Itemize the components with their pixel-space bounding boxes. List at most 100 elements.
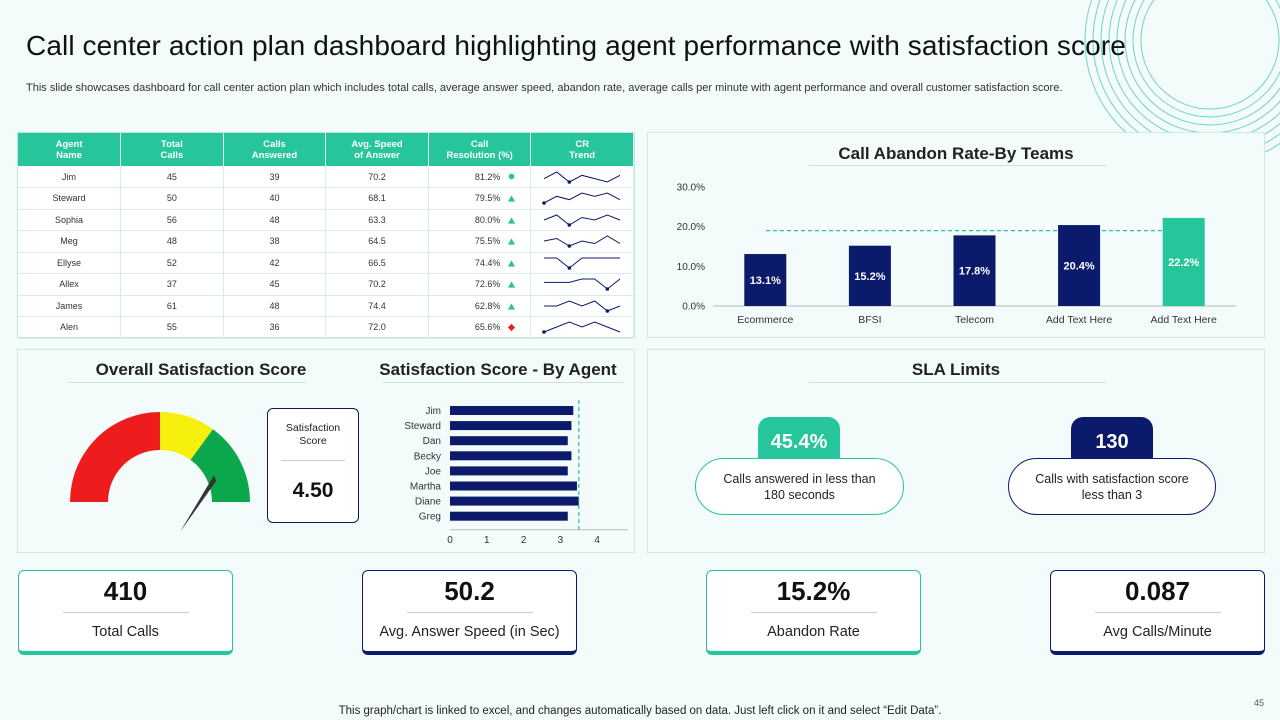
cell-speed-value: 70.2 xyxy=(368,279,386,290)
table-row: Alen 55 36 72.0 65.6% xyxy=(18,316,634,339)
cell-total-value: 37 xyxy=(166,279,177,290)
sparkline xyxy=(544,278,621,292)
category-label: BFSI xyxy=(858,314,881,326)
cell-answered-value: 36 xyxy=(269,322,280,333)
sparkline-path xyxy=(544,300,621,312)
cell-name-value: Sophia xyxy=(55,214,84,225)
sla-low-satisfaction-text: Calls with satisfaction score less than … xyxy=(1008,458,1216,515)
cell-name-value: Ellyse xyxy=(57,257,82,268)
cell-resolution-value: 72.6% xyxy=(474,279,501,290)
sparkline-marker xyxy=(605,308,610,313)
table-row: Meg 48 38 64.5 75.5% xyxy=(18,230,634,253)
sparkline-marker xyxy=(567,179,572,184)
category-label: Becky xyxy=(414,451,441,462)
category-label: Telecom xyxy=(955,314,994,326)
y-tick-label: 20.0% xyxy=(677,222,705,233)
table-header[interactable]: Avg. Speed of Answer xyxy=(325,133,429,166)
cell-speed: 64.5 xyxy=(325,230,429,253)
sparkline xyxy=(542,192,621,206)
category-label: Greg xyxy=(419,512,441,523)
cell-resolution-value: 80.0% xyxy=(474,214,501,225)
cell-total-value: 61 xyxy=(166,300,177,311)
cell-name-value: Alen xyxy=(60,322,79,333)
kpi-abandon-rate: 15.2% Abandon Rate xyxy=(706,570,921,655)
cell-name: Steward xyxy=(18,187,122,210)
cell-resolution-value: 65.6% xyxy=(474,322,501,333)
cell-total-value: 45 xyxy=(166,171,177,182)
agent-satisfaction-chart: 012345JimStewardDanBeckyJoeMarthaDianeGr… xyxy=(404,400,628,546)
footer-note: This graph/chart is linked to excel, and… xyxy=(338,705,942,717)
y-tick-label: 30.0% xyxy=(677,183,705,194)
sparkline-path xyxy=(544,321,621,333)
cell-speed: 66.5 xyxy=(325,252,429,274)
cell-name-value: Jim xyxy=(62,171,77,182)
cell-answered: 39 xyxy=(223,166,327,188)
kpi-value: 410 xyxy=(103,576,148,606)
cell-trend xyxy=(530,295,634,317)
bar xyxy=(450,451,572,461)
table-row: Allex 37 45 70.2 72.6% xyxy=(18,273,634,296)
cell-answered: 42 xyxy=(223,252,327,274)
bar xyxy=(450,436,568,446)
table-row: Jim 45 39 70.2 81.2% xyxy=(18,166,634,188)
cell-resolution-value: 75.5% xyxy=(474,236,501,247)
category-label: Dan xyxy=(423,436,441,447)
cell-speed: 74.4 xyxy=(325,295,429,317)
cell-answered: 40 xyxy=(223,187,327,210)
table-header[interactable]: CR Trend xyxy=(530,133,634,166)
page-subtitle: This slide showcases dashboard for call … xyxy=(26,82,1063,94)
satisfaction-gauge xyxy=(70,412,250,532)
cell-speed: 68.1 xyxy=(325,187,429,210)
y-tick-label: 10.0% xyxy=(677,262,705,273)
table-header[interactable]: Agent Name xyxy=(18,133,122,166)
sla-title: SLA Limits xyxy=(911,360,1001,379)
cell-answered-value: 48 xyxy=(269,214,280,225)
status-triangle-icon xyxy=(508,195,516,202)
cell-name-value: Steward xyxy=(52,193,86,204)
table-header[interactable]: Calls Answered xyxy=(223,133,327,166)
cell-total-value: 48 xyxy=(166,236,177,247)
table-row: Steward 50 40 68.1 79.5% xyxy=(18,187,634,210)
kpi-label: Abandon Rate xyxy=(767,624,860,640)
kpi-avg-calls-per-minute: 0.087 Avg Calls/Minute xyxy=(1050,570,1265,655)
cell-resolution: 81.2% xyxy=(428,166,532,188)
status-triangle-icon xyxy=(508,238,516,245)
cell-total: 52 xyxy=(120,252,224,274)
cell-answered-value: 39 xyxy=(269,171,280,182)
category-label: Add Text Here xyxy=(1046,314,1113,326)
cell-speed: 70.2 xyxy=(325,273,429,296)
cell-trend xyxy=(530,166,634,188)
sparkline xyxy=(543,170,621,184)
x-tick-label: 3 xyxy=(558,535,564,546)
cell-total: 50 xyxy=(120,187,224,210)
bar-value-label: 17.8% xyxy=(959,266,990,278)
category-label: Diane xyxy=(415,497,442,508)
cell-total: 48 xyxy=(120,230,224,253)
sparkline xyxy=(544,257,621,270)
sla-panel: SLA Limits xyxy=(647,349,1265,553)
gauge-band xyxy=(190,429,250,502)
sparkline-path xyxy=(543,192,621,204)
table-row: Ellyse 52 42 66.5 74.4% xyxy=(18,252,634,274)
cell-answered-value: 42 xyxy=(269,257,280,268)
table-header[interactable]: Call Resolution (%) xyxy=(428,133,532,166)
cell-total: 56 xyxy=(120,209,224,231)
cell-answered: 38 xyxy=(223,230,327,253)
bar xyxy=(450,406,574,415)
bar xyxy=(1162,217,1205,306)
sparkline-marker xyxy=(567,244,572,249)
table-header[interactable]: Total Calls xyxy=(120,133,224,166)
sparkline xyxy=(544,235,621,249)
cell-name: James xyxy=(18,295,122,317)
cell-total: 37 xyxy=(120,273,224,296)
cell-total: 55 xyxy=(120,316,224,339)
cell-trend xyxy=(530,187,634,210)
agent-satisfaction-title: Satisfaction Score - By Agent xyxy=(379,360,617,379)
bar xyxy=(450,496,579,506)
status-circle-icon xyxy=(509,173,515,180)
cell-name: Sophia xyxy=(18,209,122,231)
satisfaction-score-value: 4.50 xyxy=(292,479,334,502)
page-title: Call center action plan dashboard highli… xyxy=(26,30,1126,61)
cell-total-value: 52 xyxy=(166,257,177,268)
sparkline xyxy=(544,214,621,227)
